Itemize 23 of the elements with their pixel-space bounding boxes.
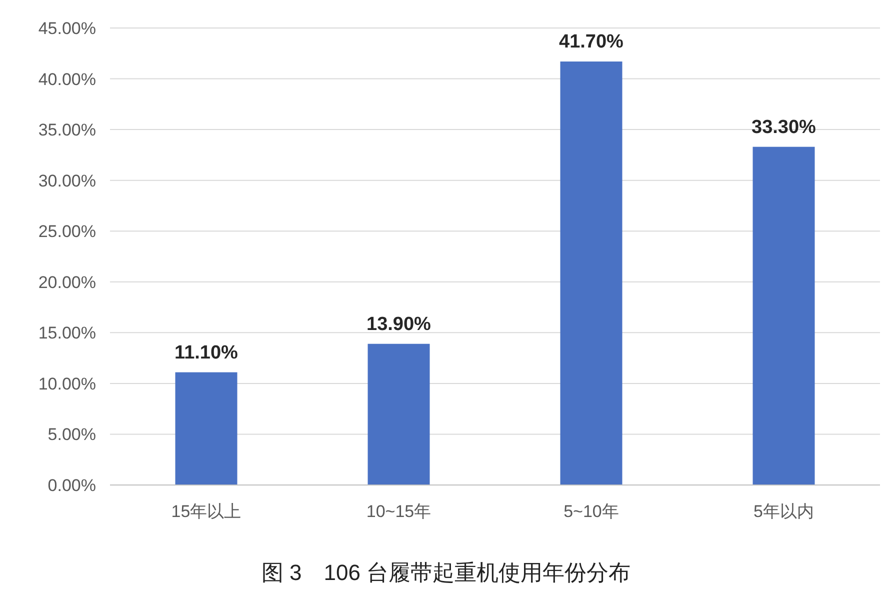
data-label: 11.10% [174, 342, 238, 364]
x-tick-label: 15年以上 [171, 502, 242, 521]
x-tick-label: 10~15年 [366, 502, 432, 521]
y-tick-label: 40.00% [38, 70, 96, 89]
data-label: 13.90% [366, 314, 432, 335]
y-tick-label: 30.00% [38, 171, 96, 190]
bar [560, 62, 622, 485]
text: 图 3 106 台履带起重机使用年份分布 [261, 560, 631, 585]
data-label: 41.70% [559, 32, 624, 53]
bar [368, 344, 430, 485]
bar [752, 146, 815, 485]
y-tick-label: 35.00% [38, 120, 96, 140]
y-tick-label: 25.00% [38, 222, 96, 242]
data-label: 33.30% [752, 116, 816, 138]
y-tick-label: 45.00% [38, 19, 96, 38]
x-tick-label: 5年以内 [754, 502, 814, 521]
y-tick-label: 15.00% [38, 324, 96, 343]
y-tick-label: 0.00% [48, 476, 96, 495]
bar [175, 372, 238, 485]
y-tick-label: 5.00% [48, 425, 96, 444]
x-tick-label: 5~10年 [564, 502, 619, 521]
y-tick-label: 10.00% [38, 374, 96, 394]
y-tick-label: 20.00% [38, 272, 96, 292]
